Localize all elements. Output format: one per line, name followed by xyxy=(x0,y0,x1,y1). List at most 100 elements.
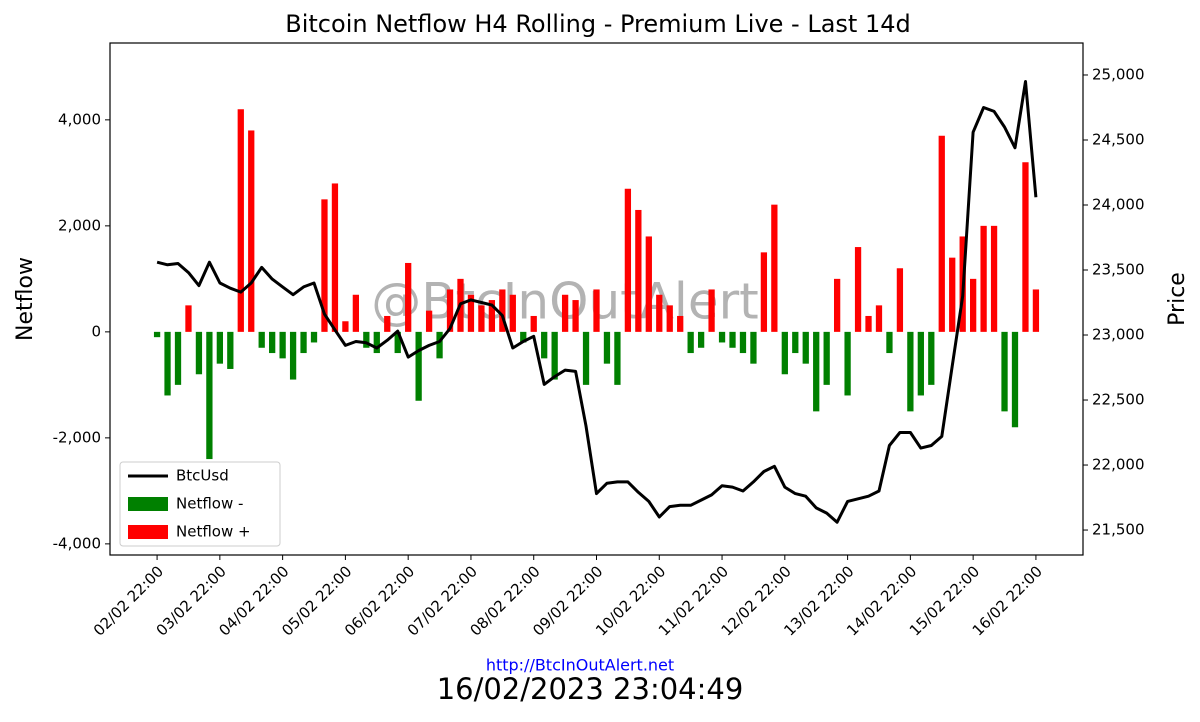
bar xyxy=(425,310,433,332)
bar xyxy=(624,188,632,332)
bar xyxy=(300,331,307,354)
bar xyxy=(677,315,684,332)
y-tick-label: 2,000 xyxy=(58,216,101,234)
bar xyxy=(446,289,454,332)
bar xyxy=(415,331,422,401)
bar xyxy=(635,209,642,332)
bar xyxy=(153,331,161,338)
bar xyxy=(907,331,914,412)
bar xyxy=(331,183,339,332)
bar xyxy=(174,331,182,385)
bar xyxy=(206,331,213,460)
bar xyxy=(771,204,778,332)
bar xyxy=(185,305,192,332)
bar xyxy=(917,331,924,396)
bar xyxy=(760,252,768,332)
bar xyxy=(980,225,987,332)
bar xyxy=(363,331,370,348)
y2-tick-label: 24,000 xyxy=(1092,195,1145,213)
bar xyxy=(499,289,506,332)
bar xyxy=(949,257,956,332)
bar xyxy=(258,331,265,348)
y2-tick-label: 23,500 xyxy=(1092,261,1145,279)
y2-tick-label: 22,000 xyxy=(1092,456,1145,474)
bar xyxy=(541,331,548,359)
bar xyxy=(896,268,904,332)
bar xyxy=(373,331,380,354)
bar xyxy=(1001,331,1008,412)
bar xyxy=(656,294,663,332)
y2-tick-label: 24,500 xyxy=(1092,130,1145,148)
bar xyxy=(551,331,558,380)
legend-label: Netflow - xyxy=(176,495,243,513)
y2-tick-label: 23,000 xyxy=(1092,326,1145,344)
y-tick-label: -4,000 xyxy=(53,534,101,552)
bar xyxy=(833,278,841,332)
bar xyxy=(666,305,673,332)
bar xyxy=(321,199,328,332)
bar xyxy=(687,331,694,354)
bar xyxy=(436,331,443,359)
bar xyxy=(813,331,820,412)
bar xyxy=(802,331,809,364)
bar xyxy=(750,331,757,364)
bar xyxy=(384,315,391,332)
bar xyxy=(342,321,349,332)
bar xyxy=(792,331,799,354)
bar xyxy=(781,331,788,375)
bar xyxy=(645,236,652,332)
y2-tick-label: 22,500 xyxy=(1092,391,1145,409)
bar xyxy=(697,331,705,348)
bar xyxy=(582,331,590,385)
chart-title: Bitcoin Netflow H4 Rolling - Premium Liv… xyxy=(285,10,910,38)
bar xyxy=(614,331,621,385)
bar xyxy=(970,278,977,332)
bar xyxy=(509,294,516,332)
bar xyxy=(164,331,171,396)
bar xyxy=(729,331,736,348)
bar xyxy=(269,331,276,354)
bar xyxy=(928,331,935,385)
bar xyxy=(248,130,255,332)
bar xyxy=(561,294,569,332)
bar xyxy=(1011,331,1019,428)
bar xyxy=(854,247,862,332)
y2-tick-label: 25,000 xyxy=(1092,65,1145,83)
bar xyxy=(739,331,747,354)
bar xyxy=(708,289,715,332)
legend-label: Netflow + xyxy=(176,523,251,541)
bar xyxy=(886,331,893,354)
bar xyxy=(352,294,360,332)
bar xyxy=(875,305,883,332)
bar xyxy=(718,331,726,343)
y-tick-label: 4,000 xyxy=(58,110,101,128)
bar xyxy=(310,331,318,343)
bar xyxy=(488,300,496,332)
bar xyxy=(1032,289,1040,332)
bar xyxy=(603,331,611,364)
legend-label: BtcUsd xyxy=(176,467,229,485)
bar xyxy=(1022,162,1029,332)
y-axis-label: Netflow xyxy=(13,257,38,341)
bar xyxy=(823,331,830,385)
y2-tick-label: 21,500 xyxy=(1092,521,1145,539)
bar xyxy=(865,315,872,332)
bar xyxy=(938,135,945,332)
bar xyxy=(530,315,537,332)
bar xyxy=(195,331,203,375)
footer-link[interactable]: http://BtcInOutAlert.net xyxy=(486,656,674,675)
bar xyxy=(467,294,475,332)
bar xyxy=(844,331,851,396)
bar xyxy=(478,305,485,332)
y-tick-label: 0 xyxy=(91,322,101,340)
bar xyxy=(279,331,286,359)
timestamp: 16/02/2023 23:04:49 xyxy=(437,672,744,706)
y2-axis-label: Price xyxy=(1165,272,1190,326)
y-tick-label: -2,000 xyxy=(53,428,101,446)
bar xyxy=(990,225,998,332)
bar xyxy=(394,331,401,354)
bar xyxy=(237,109,244,332)
bar xyxy=(216,331,223,364)
bar xyxy=(593,289,600,332)
